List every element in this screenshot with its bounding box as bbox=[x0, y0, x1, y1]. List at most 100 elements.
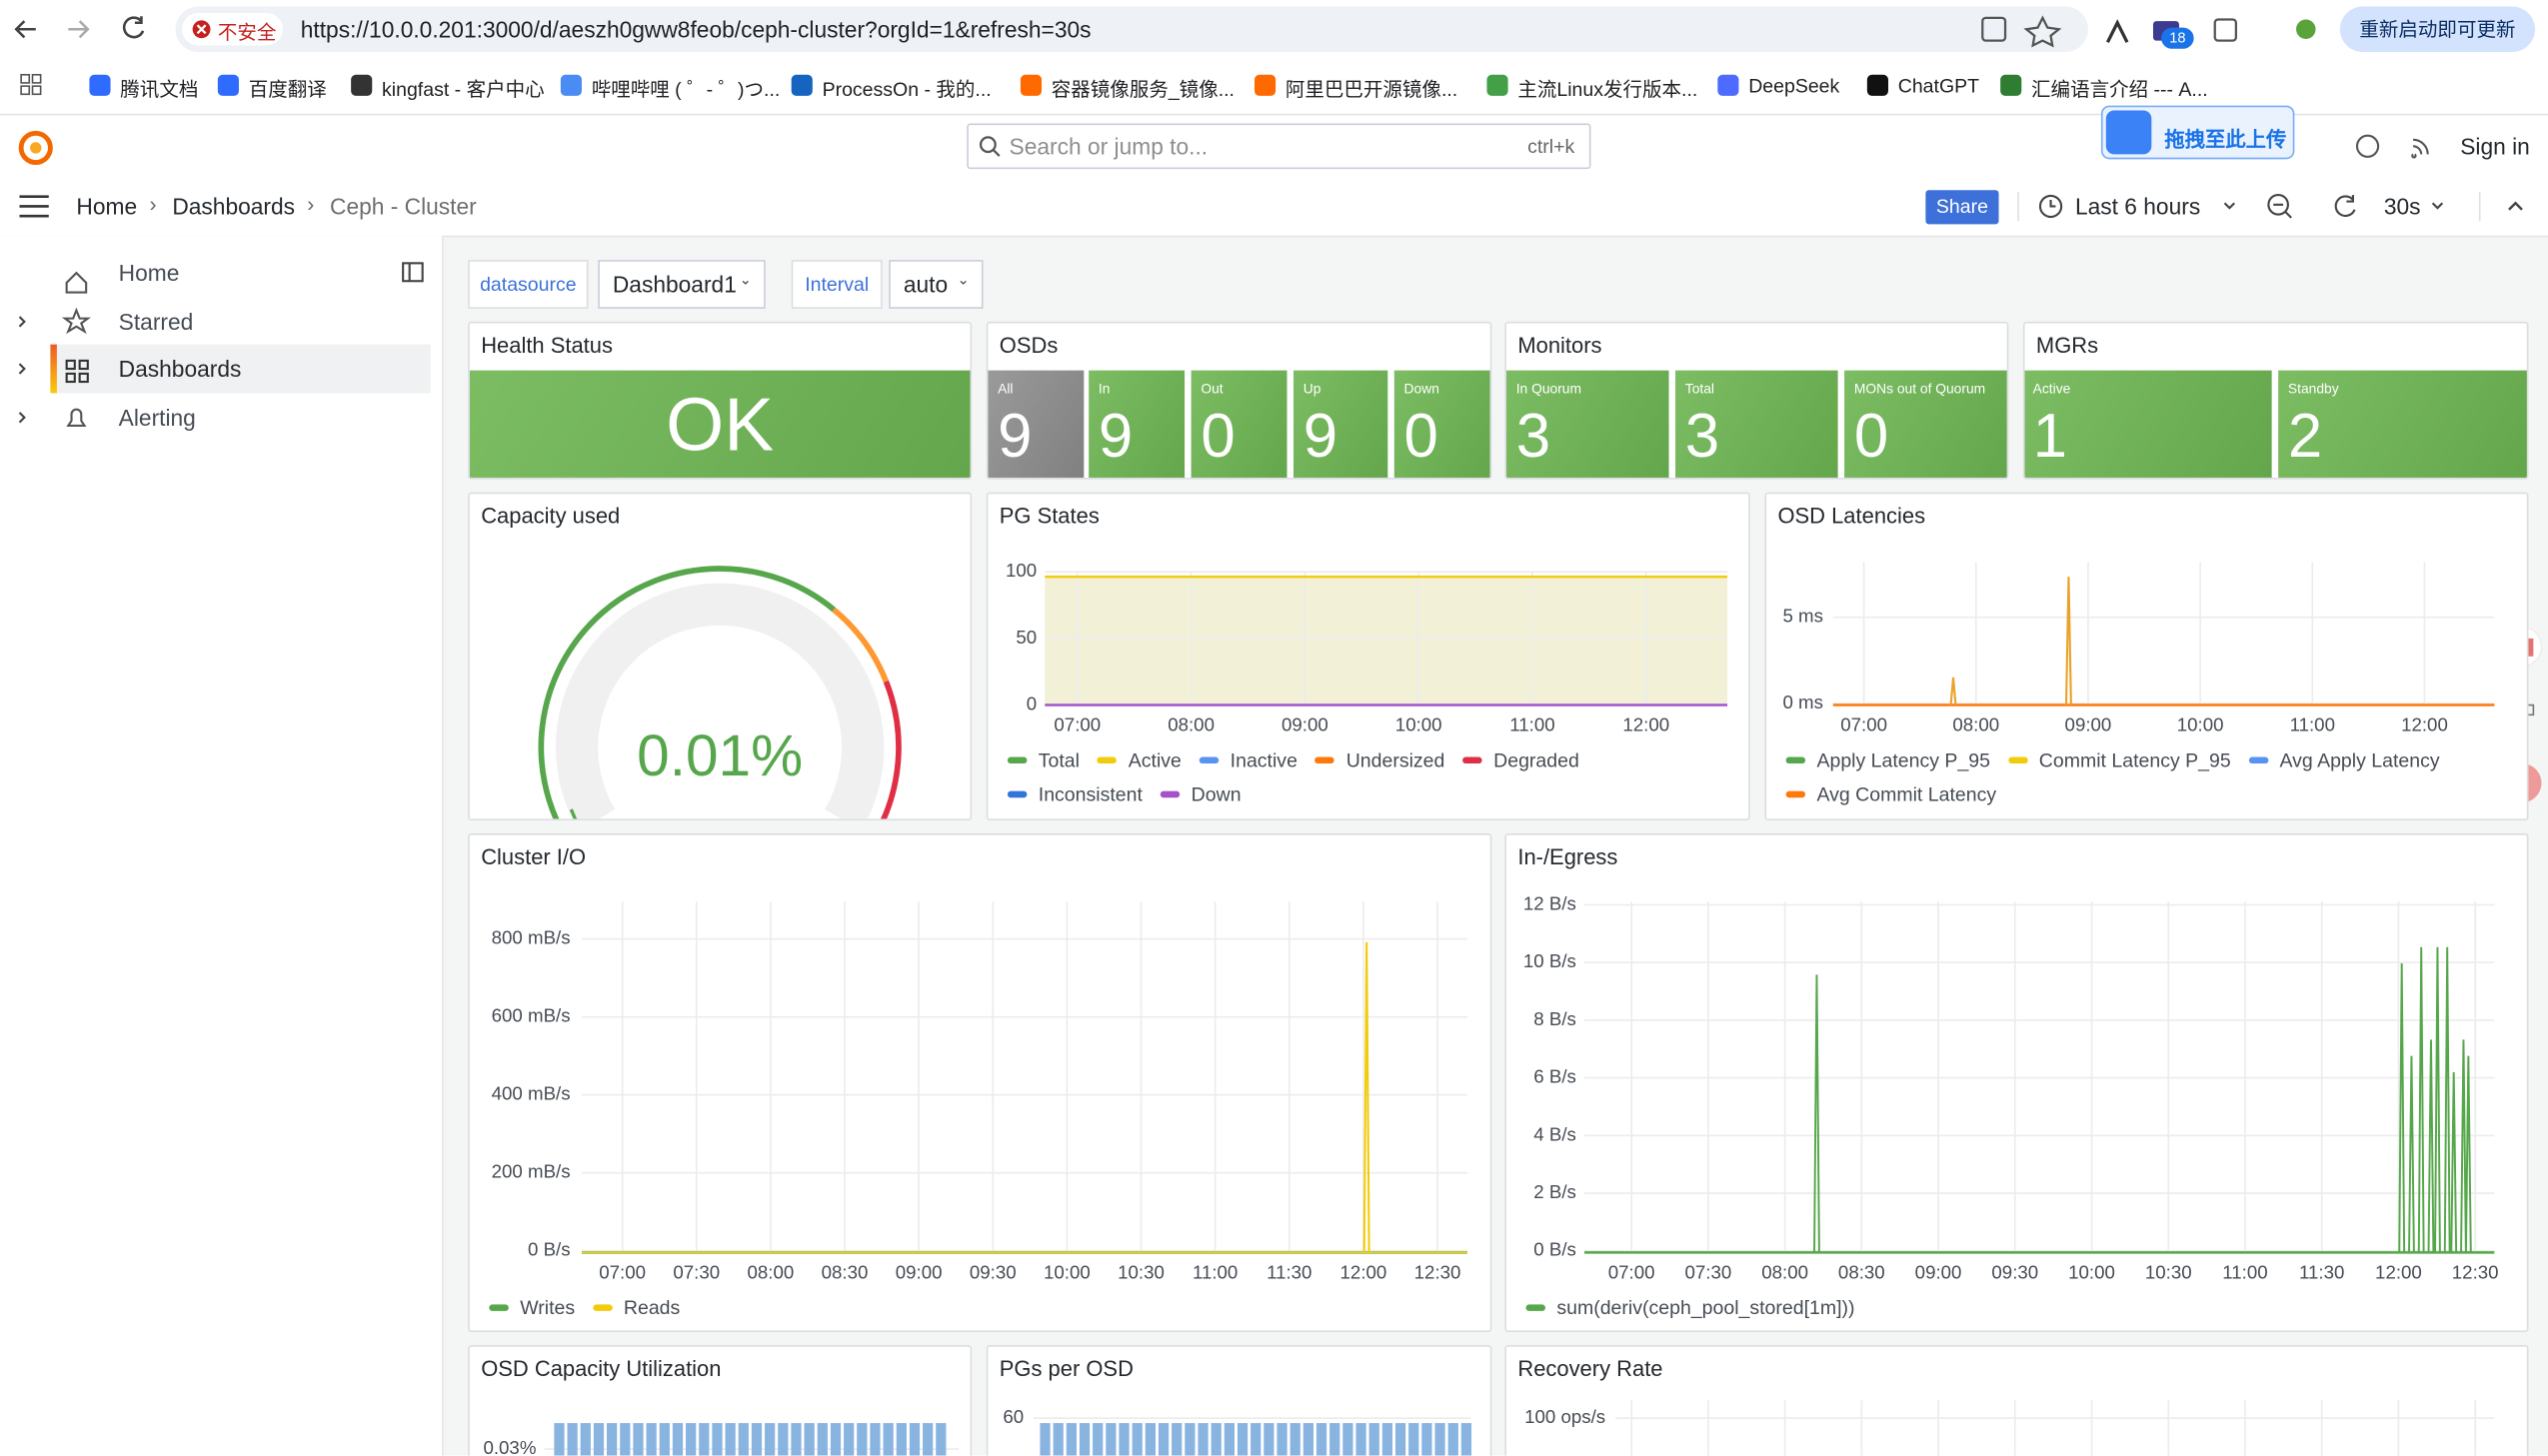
bar bbox=[567, 1423, 578, 1456]
legend-item[interactable]: Commit Latency P_95 bbox=[2007, 742, 2231, 777]
bar bbox=[1119, 1423, 1130, 1456]
bar bbox=[1106, 1423, 1117, 1456]
series-line bbox=[1813, 946, 2472, 1253]
legend-swatch bbox=[1160, 791, 1181, 798]
bar bbox=[1342, 1423, 1353, 1456]
y-tick-label: 0 bbox=[1027, 693, 1037, 714]
search-placeholder: Search or jump to... bbox=[1009, 133, 1209, 160]
toolbar-icons[interactable] bbox=[2015, 189, 2548, 225]
variable-select[interactable]: auto bbox=[889, 260, 984, 309]
bookmark[interactable]: 哔哩哔哩 ( ゜- ゜)つ... bbox=[591, 78, 781, 101]
time-range[interactable]: Last 6 hours bbox=[2074, 193, 2201, 220]
legend-label: Active bbox=[1128, 748, 1182, 771]
url[interactable]: https://10.0.0.201:3000/d/aeszh0gww8feob… bbox=[300, 16, 1092, 43]
search-box[interactable] bbox=[967, 123, 1591, 170]
bookmark-icon bbox=[560, 74, 582, 96]
header-icons[interactable] bbox=[2353, 132, 2444, 161]
y-tick-label: 4 B/s bbox=[1533, 1123, 1576, 1144]
x-tick-label: 07:30 bbox=[1684, 1261, 1731, 1282]
bar bbox=[1093, 1423, 1104, 1456]
panel: In-/Egress 12 B/s 10 B/s 8 B/s 6 B/s 4 B/s 2 B… bbox=[1504, 832, 2529, 1333]
legend-label: Inconsistent bbox=[1038, 782, 1143, 806]
sign-in[interactable]: Sign in bbox=[2460, 133, 2530, 160]
legend-item[interactable]: Writes bbox=[489, 1290, 575, 1325]
bookmark-icon bbox=[351, 74, 373, 96]
nav-item[interactable]: Dashboards bbox=[118, 356, 242, 383]
y-tick-label: 200 mB/s bbox=[492, 1161, 571, 1182]
bar bbox=[830, 1423, 842, 1456]
legend-item[interactable]: Total bbox=[1007, 742, 1081, 777]
bar bbox=[1460, 1423, 1472, 1456]
legend-item[interactable]: Reads bbox=[593, 1290, 680, 1325]
refresh-interval[interactable]: 30s bbox=[2383, 193, 2421, 220]
nav-item[interactable]: Alerting bbox=[118, 404, 196, 431]
menu-icon[interactable] bbox=[18, 195, 51, 218]
bar bbox=[804, 1423, 815, 1456]
dropdown-caret: ⌄ bbox=[957, 271, 970, 288]
variable-select[interactable]: Dashboard1 bbox=[598, 260, 766, 309]
insecure-label: 不安全 bbox=[217, 21, 277, 44]
bookmark[interactable]: 容器镜像服务_镜像... bbox=[1051, 78, 1235, 101]
bookmark[interactable]: 汇编语言介绍 --- A... bbox=[2031, 78, 2208, 101]
panel-title: OSD Capacity Utilization bbox=[481, 1356, 722, 1381]
legend-swatch bbox=[1462, 756, 1482, 763]
legend-item[interactable]: Down bbox=[1160, 777, 1242, 812]
apps-icon[interactable] bbox=[20, 73, 43, 96]
nav-item[interactable]: Home bbox=[118, 260, 180, 287]
legend-item[interactable]: Undersized bbox=[1314, 742, 1445, 777]
x-tick-label: 07:00 bbox=[1054, 715, 1101, 735]
x-tick-label: 11:00 bbox=[2222, 1261, 2267, 1282]
bar bbox=[1289, 1423, 1300, 1456]
update-button[interactable]: 重新启动即可更新 bbox=[2339, 6, 2535, 53]
bar bbox=[817, 1423, 828, 1456]
search-icon bbox=[979, 136, 1001, 157]
bookmark[interactable]: 腾讯文档 bbox=[120, 78, 199, 101]
bar bbox=[1224, 1423, 1235, 1456]
x-tick-label: 11:00 bbox=[2290, 715, 2335, 735]
upload-label: 拖拽至此上传 bbox=[2164, 128, 2287, 152]
nav-buttons[interactable] bbox=[0, 0, 179, 59]
grafana-logo[interactable] bbox=[16, 128, 55, 167]
bookmark[interactable]: 主流Linux发行版本... bbox=[1517, 78, 1698, 101]
legend-item[interactable]: Avg Commit Latency bbox=[1785, 777, 1996, 812]
bookmark[interactable]: ChatGPT bbox=[1897, 74, 1980, 98]
legend-item[interactable]: Inconsistent bbox=[1007, 777, 1143, 812]
legend-swatch bbox=[1007, 756, 1028, 763]
bookmark[interactable]: 阿里巴巴开源镜像... bbox=[1284, 78, 1458, 101]
nav-item[interactable]: Starred bbox=[118, 308, 194, 335]
share-button[interactable]: Share bbox=[1925, 190, 1999, 225]
legend-item[interactable]: Apply Latency P_95 bbox=[1785, 742, 1990, 777]
stat-value: OK bbox=[666, 382, 775, 467]
bar bbox=[1198, 1423, 1209, 1456]
legend-item[interactable]: Avg Apply Latency bbox=[2248, 742, 2440, 777]
address-bar[interactable] bbox=[175, 6, 2088, 53]
bar bbox=[1251, 1423, 1262, 1456]
legend-swatch bbox=[1007, 791, 1028, 798]
bar bbox=[686, 1423, 697, 1456]
legend-item[interactable]: sum(deriv(ceph_pool_stored[1m])) bbox=[1525, 1290, 1855, 1325]
bar bbox=[1355, 1423, 1366, 1456]
stat-value: 9 bbox=[1098, 403, 1134, 472]
y-tick-label: 10 B/s bbox=[1523, 950, 1576, 971]
bookmark[interactable]: kingfast - 客户中心 bbox=[382, 78, 545, 101]
legend-item[interactable]: Active bbox=[1097, 742, 1182, 777]
toolbar: Share Last 6 hours 30s Home › Dashboards › C… bbox=[0, 175, 2548, 238]
legend-swatch bbox=[2007, 756, 2028, 763]
active-indicator bbox=[50, 344, 57, 394]
y-tick-label: 600 mB/s bbox=[492, 1005, 571, 1026]
legend-label: Total bbox=[1038, 748, 1081, 771]
legend-label: Undersized bbox=[1345, 748, 1445, 771]
bookmark-icon bbox=[217, 74, 239, 96]
legend: Apply Latency P_95 Commit Latency P_95 Avg… bbox=[1785, 742, 2501, 812]
bookmark[interactable]: ProcessOn - 我的... bbox=[822, 78, 992, 101]
legend-item[interactable]: Inactive bbox=[1199, 742, 1297, 777]
stat-tile: Active 1 bbox=[2024, 370, 2272, 478]
panel: PGs per OSD 60 bbox=[986, 1345, 1492, 1456]
legend-item[interactable]: Degraded bbox=[1462, 742, 1579, 777]
bookmark[interactable]: 百度翻译 bbox=[248, 78, 327, 101]
bar bbox=[844, 1423, 855, 1456]
bookmark[interactable]: DeepSeek bbox=[1748, 74, 1840, 98]
legend-label: Down bbox=[1191, 782, 1242, 806]
breadcrumb[interactable]: Dashboards bbox=[172, 193, 296, 220]
breadcrumb[interactable]: Home bbox=[76, 193, 138, 220]
